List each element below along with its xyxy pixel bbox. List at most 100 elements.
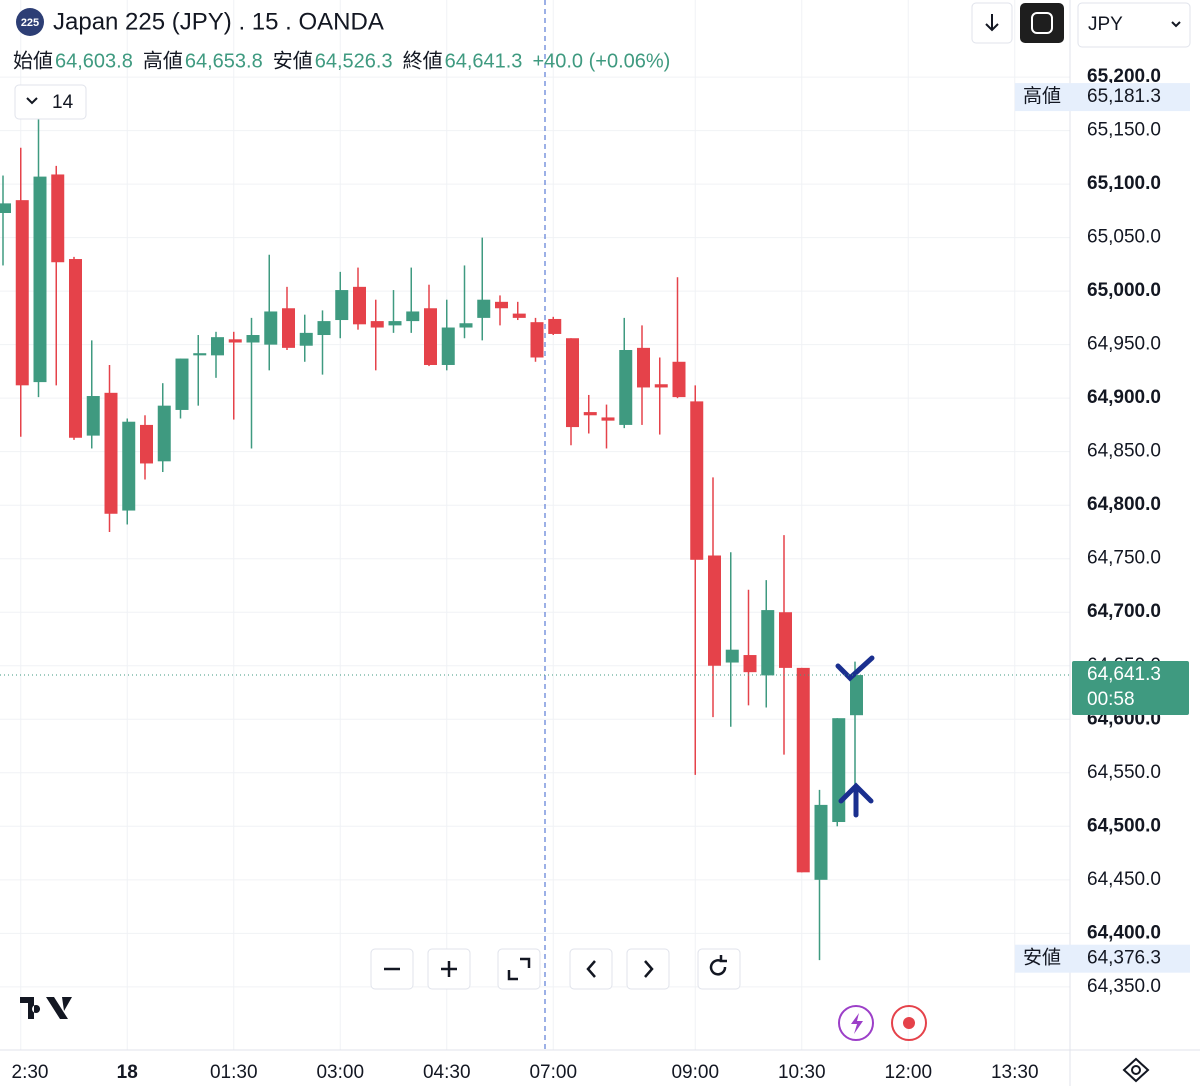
indicator-count: 14 — [52, 92, 74, 113]
candle-body — [33, 176, 47, 383]
icon — [586, 960, 596, 978]
x-tick-label: 03:00 — [316, 1062, 364, 1083]
y-tick-label: 64,900.0 — [1087, 387, 1161, 408]
price-marker-text: 安値 — [1023, 947, 1061, 969]
candle-body — [814, 804, 828, 880]
candle-body — [157, 405, 171, 462]
currency: JPY — [1088, 14, 1123, 35]
y-tick-label: 65,100.0 — [1087, 173, 1161, 194]
candle-body — [512, 313, 526, 318]
icon — [507, 957, 531, 981]
candle-body — [832, 718, 846, 823]
y-tick-label: 64,500.0 — [1087, 815, 1161, 836]
candle-body — [388, 321, 402, 326]
fullscreen-icon — [1031, 12, 1053, 34]
currency-select[interactable] — [1077, 2, 1191, 48]
candle-body — [317, 321, 331, 336]
check-drawing — [835, 655, 875, 682]
candle-body — [495, 301, 508, 309]
y-tick-label: 64,700.0 — [1087, 601, 1161, 622]
x-tick-label: 2:30 — [12, 1062, 49, 1083]
candle-body — [601, 417, 615, 421]
grid — [0, 0, 1070, 1050]
y-tick-label: 64,750.0 — [1087, 548, 1161, 569]
price-marker-box — [1015, 944, 1190, 973]
legend-label: 安値 — [273, 49, 313, 72]
legend-value: 64,653.8 — [185, 50, 263, 72]
x-tick-label: 10:30 — [778, 1062, 826, 1083]
candle-body — [566, 338, 579, 428]
y-tick-label: 64,350.0 — [1087, 976, 1161, 997]
icon — [709, 955, 727, 976]
candle-body — [459, 323, 473, 328]
reset-scale[interactable] — [497, 948, 541, 990]
candle-body — [796, 667, 810, 873]
price-marker-value: 64,376.3 — [1087, 948, 1161, 969]
scroll-right[interactable] — [626, 948, 670, 990]
candle-body — [583, 412, 597, 416]
candles — [0, 117, 863, 961]
y-tick-label: 65,050.0 — [1087, 227, 1161, 248]
reset-chart[interactable] — [697, 948, 741, 990]
last-price-box — [1072, 661, 1189, 716]
price-marker-box — [1015, 83, 1190, 112]
y-tick-label: 64,950.0 — [1087, 334, 1161, 355]
y-tick-label: 65,000.0 — [1087, 280, 1161, 301]
x-tick-label: 13:30 — [991, 1062, 1039, 1083]
price-axis: 65,200.0 65,150.0 65,100.0 65,050.0 65,000.0… — [1087, 66, 1161, 997]
candle-body — [0, 203, 11, 213]
arrow-drawing — [838, 782, 874, 818]
fullscreen-button[interactable] — [1020, 3, 1064, 43]
candle-body — [725, 649, 739, 663]
y-tick-label: 64,400.0 — [1087, 922, 1161, 943]
candle-body — [743, 655, 757, 673]
candle-body — [15, 200, 29, 386]
scroll-left[interactable] — [569, 948, 613, 990]
candle-body — [228, 339, 242, 343]
logo — [20, 997, 72, 1019]
price-marker-text: 高値 — [1023, 85, 1061, 107]
candle-body — [122, 421, 136, 511]
indicator-toggle[interactable] — [14, 84, 87, 120]
candle-body — [282, 308, 295, 348]
chevron — [26, 97, 38, 105]
x-tick-label: 12:00 — [884, 1062, 932, 1083]
candle-body — [477, 299, 491, 318]
last-price-label: 64,641.3 — [1087, 664, 1161, 685]
candle-body — [690, 401, 704, 560]
candle-body — [51, 174, 65, 263]
candle-body — [441, 327, 455, 365]
legend-value: 64,641.3 — [445, 50, 523, 72]
y-tick-label: 64,850.0 — [1087, 441, 1161, 462]
zoom-toolbar — [370, 948, 741, 990]
icon — [441, 961, 457, 977]
x-tick-label: 09:00 — [671, 1062, 719, 1083]
candle-body — [424, 308, 437, 365]
y-tick-label: 65,150.0 — [1087, 120, 1161, 141]
candle-body — [637, 347, 650, 388]
countdown: 00:58 — [1087, 689, 1135, 710]
x-tick-label: 01:30 — [210, 1062, 258, 1083]
x-tick-label: 04:30 — [423, 1062, 471, 1083]
x-tick-label: 18 — [117, 1062, 138, 1083]
settings-icon[interactable] — [1122, 1057, 1150, 1083]
candle-body — [654, 384, 668, 388]
candle-body — [761, 610, 775, 676]
candle-body — [335, 290, 349, 321]
icon — [851, 1013, 863, 1034]
symbol-badge — [16, 8, 44, 36]
symbol-badge-text: 225 — [21, 17, 39, 29]
y-tick-label: 64,550.0 — [1087, 762, 1161, 783]
candle-body — [211, 337, 224, 356]
candle-body — [193, 353, 207, 356]
change: +40.0 (+0.06%) — [532, 50, 670, 72]
record-button[interactable] — [891, 1005, 927, 1041]
y-tick-label: 64,450.0 — [1087, 869, 1161, 890]
candle-body — [708, 555, 721, 666]
download-icon — [985, 14, 999, 32]
candle-body — [779, 612, 792, 668]
lightning-button[interactable] — [838, 1005, 874, 1041]
chevron — [1171, 21, 1181, 28]
legend-value: 64,526.3 — [315, 50, 393, 72]
candle-body — [548, 318, 562, 334]
